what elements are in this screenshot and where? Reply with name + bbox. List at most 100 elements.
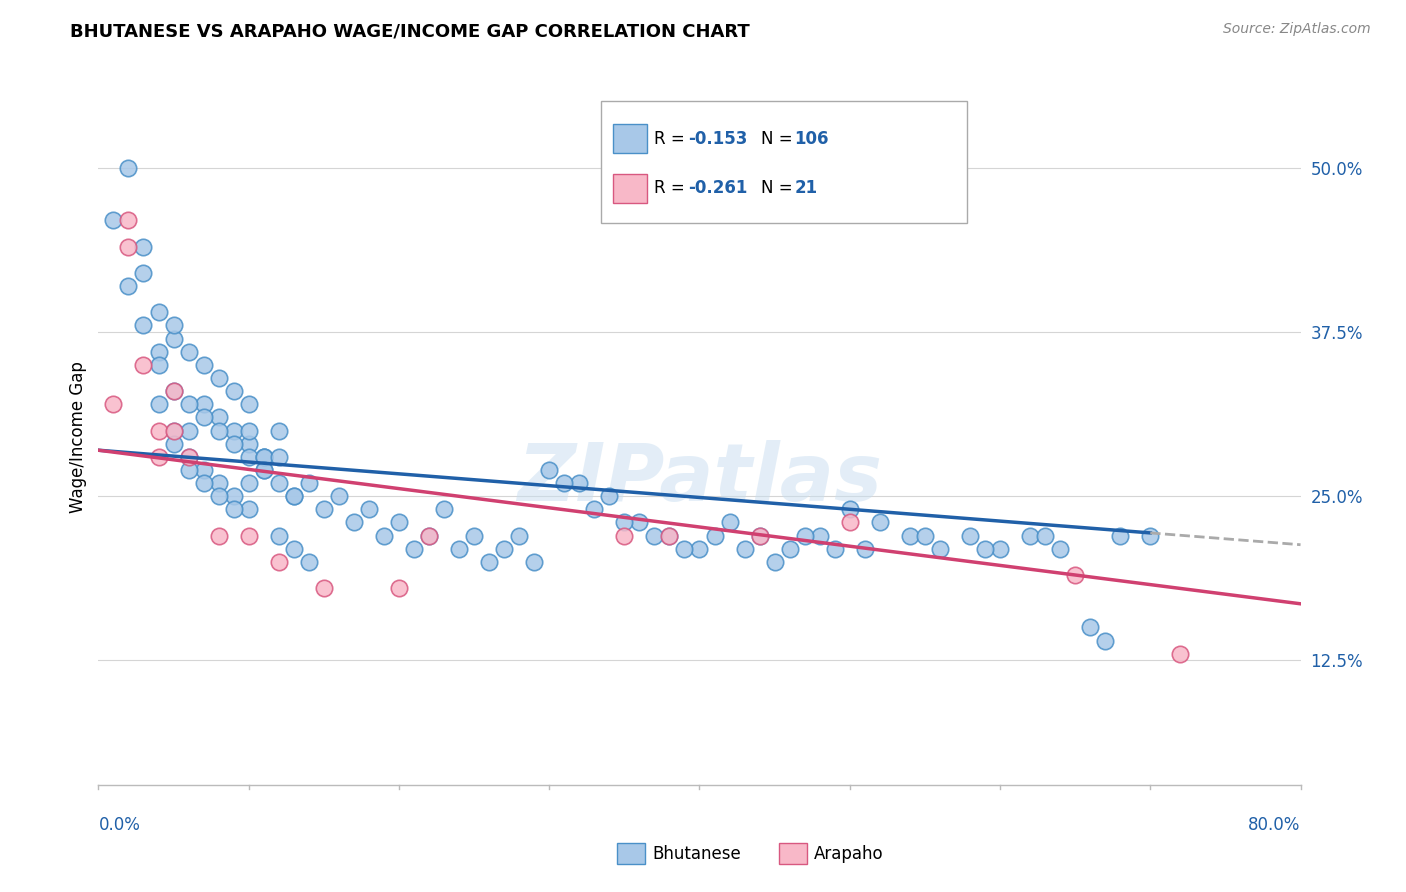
Point [598,489,620,503]
Point [357,502,380,516]
Point [447,541,470,556]
Text: 80.0%: 80.0% [1249,816,1301,834]
Point [208,476,231,491]
Y-axis label: Wage/Income Gap: Wage/Income Gap [69,361,87,513]
Point [433,502,456,516]
Point [148,358,170,372]
Point [718,516,741,530]
Point [1109,528,1132,542]
Point [162,436,184,450]
Point [808,528,831,542]
Text: 106: 106 [794,129,830,147]
Text: Source: ZipAtlas.com: Source: ZipAtlas.com [1223,22,1371,37]
Point [103,397,125,411]
Point [267,424,290,438]
Point [463,528,485,542]
Point [1033,528,1056,542]
Point [373,528,395,542]
Point [193,358,215,372]
Text: 0.0%: 0.0% [98,816,141,834]
Point [148,397,170,411]
Point [132,318,155,333]
Point [132,240,155,254]
Point [238,476,260,491]
Point [583,502,606,516]
Point [162,332,184,346]
Point [208,424,231,438]
Point [238,450,260,464]
Point [343,516,366,530]
Point [238,436,260,450]
Point [869,516,891,530]
Point [658,528,681,542]
Point [283,489,305,503]
Point [238,397,260,411]
Point [988,541,1011,556]
Point [568,476,591,491]
Point [117,240,139,254]
Point [148,424,170,438]
Point [388,516,411,530]
Point [177,344,200,359]
Point [838,516,860,530]
Point [148,344,170,359]
Point [222,436,245,450]
Point [222,489,245,503]
Point [253,463,276,477]
Text: BHUTANESE VS ARAPAHO WAGE/INCOME GAP CORRELATION CHART: BHUTANESE VS ARAPAHO WAGE/INCOME GAP COR… [70,22,749,40]
Point [929,541,952,556]
Point [478,555,501,569]
Point [238,424,260,438]
Point [193,463,215,477]
Point [208,371,231,385]
Point [238,502,260,516]
Point [162,424,184,438]
Point [838,502,860,516]
Point [193,476,215,491]
Point [673,541,696,556]
Point [853,541,876,556]
Point [162,384,184,398]
Point [312,502,335,516]
Point [703,528,725,542]
Point [824,541,846,556]
Point [132,266,155,280]
Point [222,502,245,516]
Text: -0.261: -0.261 [688,179,747,197]
Text: N =: N = [761,129,797,147]
Point [658,528,681,542]
Point [553,476,575,491]
Point [613,516,636,530]
Point [508,528,530,542]
Point [177,397,200,411]
Point [267,528,290,542]
Point [253,450,276,464]
Point [959,528,981,542]
Point [418,528,440,542]
Point [238,528,260,542]
Point [267,476,290,491]
Text: R =: R = [654,129,690,147]
Point [267,555,290,569]
Point [222,384,245,398]
Point [1170,647,1192,661]
Point [208,410,231,425]
Point [298,476,321,491]
Point [748,528,770,542]
Point [779,541,801,556]
Point [1064,568,1087,582]
Point [613,528,636,542]
Point [162,424,184,438]
Point [523,555,546,569]
Text: ZIPatlas: ZIPatlas [517,440,882,518]
Point [132,358,155,372]
Point [1078,620,1101,634]
Point [312,581,335,595]
Point [117,213,139,227]
Point [688,541,710,556]
Point [793,528,815,542]
Point [253,463,276,477]
Point [328,489,350,503]
Text: -0.153: -0.153 [688,129,747,147]
Point [117,161,139,175]
